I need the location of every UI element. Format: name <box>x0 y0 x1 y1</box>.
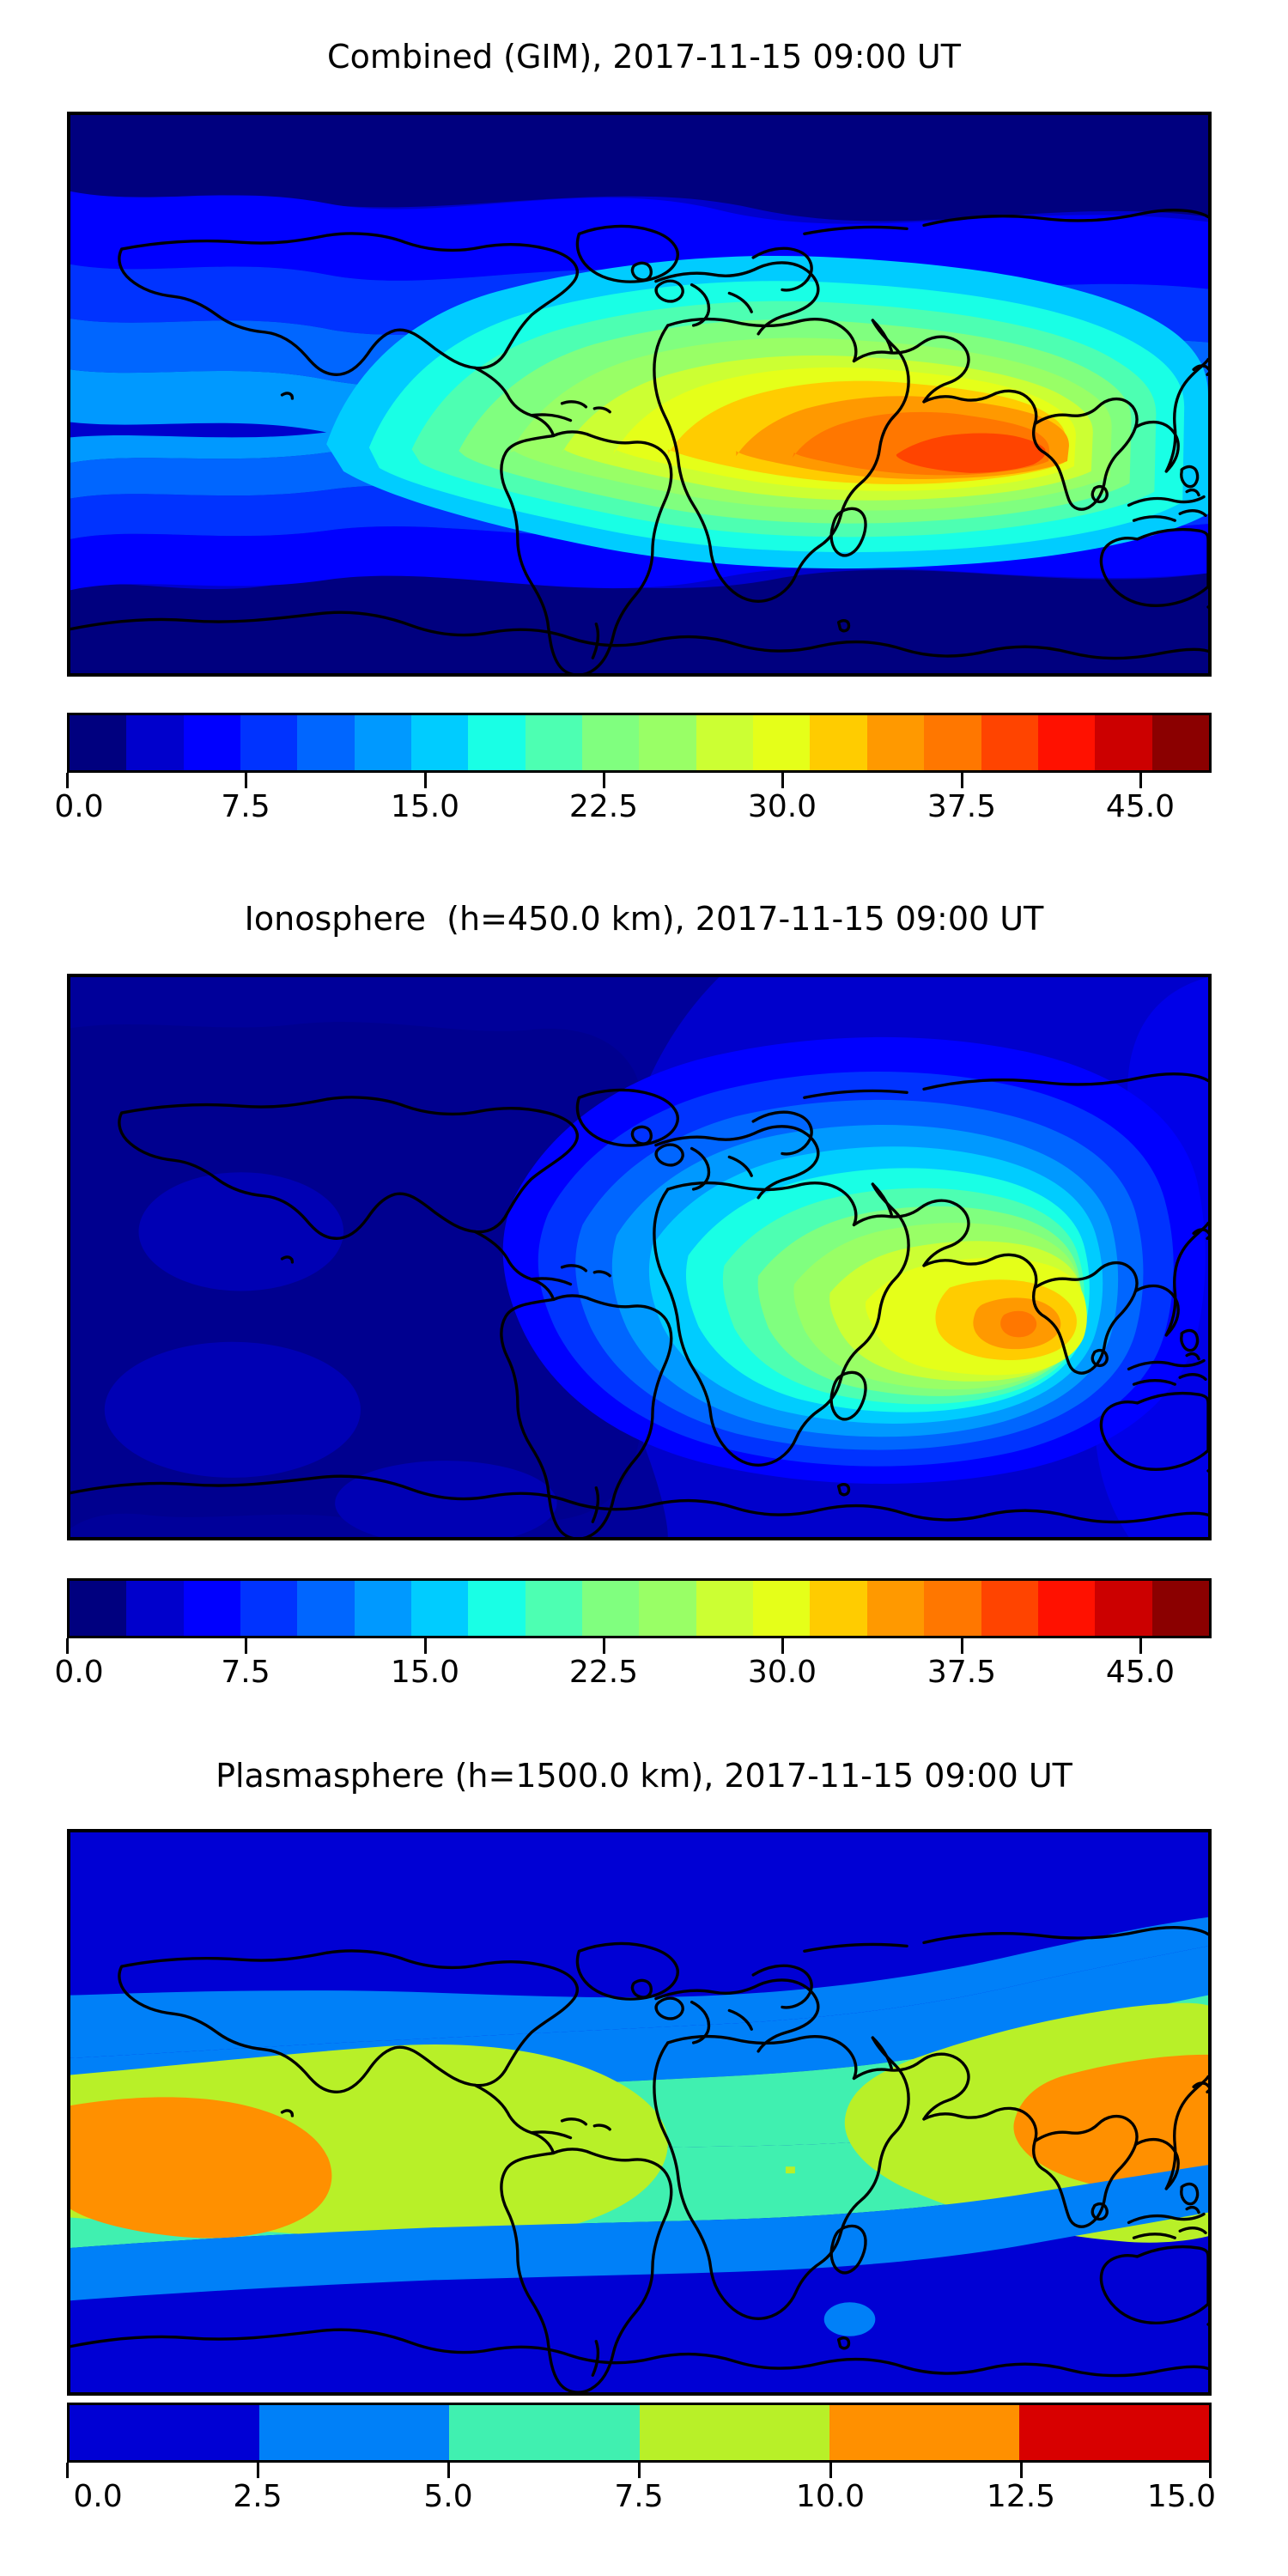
cbar2-tick-3: 22.5 <box>568 1655 639 1690</box>
cbar2-tick-4: 30.0 <box>747 1655 817 1690</box>
map-ionosphere <box>67 974 1212 1540</box>
colorbar-plasmasphere-labels: 0.0 2.5 5.0 7.5 10.0 12.5 15.0 <box>67 2478 1216 2518</box>
cbar3-tick-3: 7.5 <box>614 2479 664 2514</box>
cbar1-tick-1: 7.5 <box>221 789 270 824</box>
cbar2-tick-1: 7.5 <box>221 1655 270 1690</box>
panel-combined: Combined (GIM), 2017-11-15 09:00 UT <box>0 0 1288 859</box>
colorbar-ionosphere-labels: 0.0 7.5 15.0 22.5 30.0 37.5 45.0 <box>54 1654 1212 1693</box>
colorbar-plasmasphere-ticks <box>66 2463 1212 2478</box>
cbar1-tick-3: 22.5 <box>568 789 639 824</box>
cbar3-tick-6: 15.0 <box>1146 2479 1217 2514</box>
cbar1-tick-5: 37.5 <box>927 789 997 824</box>
cbar2-tick-5: 37.5 <box>927 1655 997 1690</box>
cbar3-tick-0: 0.0 <box>73 2479 123 2514</box>
cbar1-tick-0: 0.0 <box>54 789 104 824</box>
cbar1-tick-6: 45.0 <box>1105 789 1176 824</box>
map-combined <box>67 112 1212 677</box>
panel-ionosphere: Ionosphere (h=450.0 km), 2017-11-15 09:0… <box>0 859 1288 1735</box>
colorbar-ionosphere-gradient <box>67 1578 1212 1638</box>
cbar2-tick-6: 45.0 <box>1105 1655 1176 1690</box>
colorbar-plasmasphere-gradient <box>67 2403 1212 2463</box>
panel-plasmasphere: Plasmasphere (h=1500.0 km), 2017-11-15 0… <box>0 1735 1288 2576</box>
colorbar-combined-ticks <box>66 773 1212 788</box>
cbar2-tick-2: 15.0 <box>390 1655 460 1690</box>
colorbar-combined: 0.0 7.5 15.0 22.5 30.0 37.5 45.0 <box>54 713 1212 828</box>
cbar1-tick-4: 30.0 <box>747 789 817 824</box>
colorbar-combined-labels: 0.0 7.5 15.0 22.5 30.0 37.5 45.0 <box>54 788 1212 828</box>
map-plasmasphere <box>67 1829 1212 2396</box>
colorbar-ionosphere: 0.0 7.5 15.0 22.5 30.0 37.5 45.0 <box>54 1578 1212 1693</box>
cbar3-tick-4: 10.0 <box>795 2479 866 2514</box>
cbar3-tick-2: 5.0 <box>423 2479 473 2514</box>
cbar3-tick-1: 2.5 <box>233 2479 283 2514</box>
panel-title-combined: Combined (GIM), 2017-11-15 09:00 UT <box>327 38 961 76</box>
cbar3-tick-5: 12.5 <box>986 2479 1056 2514</box>
colorbar-ionosphere-ticks <box>66 1638 1212 1654</box>
colorbar-plasmasphere: 0.0 2.5 5.0 7.5 10.0 12.5 15.0 <box>66 2403 1216 2518</box>
panel-title-plasmasphere: Plasmasphere (h=1500.0 km), 2017-11-15 0… <box>216 1757 1072 1795</box>
panel-title-ionosphere: Ionosphere (h=450.0 km), 2017-11-15 09:0… <box>244 900 1044 938</box>
cbar1-tick-2: 15.0 <box>390 789 460 824</box>
colorbar-combined-gradient <box>67 713 1212 773</box>
cbar2-tick-0: 0.0 <box>54 1655 104 1690</box>
